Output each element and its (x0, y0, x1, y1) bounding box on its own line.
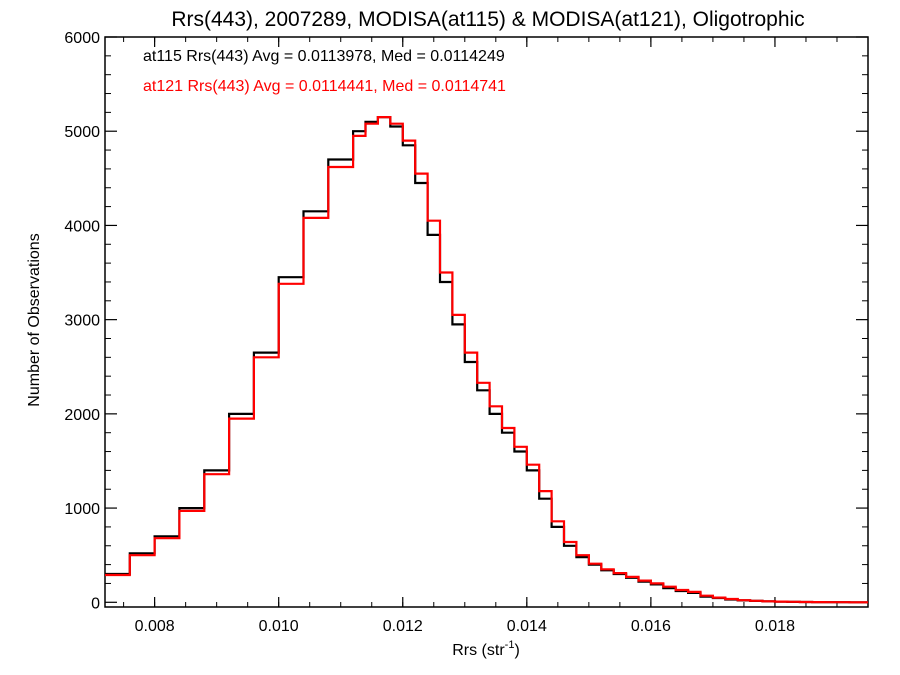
annotation-at115: at115 Rrs(443) Avg = 0.0113978, Med = 0.… (143, 48, 505, 65)
y-tick-label: 0 (91, 595, 100, 612)
x-tick-label: 0.008 (135, 618, 175, 635)
x-tick-label: 0.016 (631, 618, 671, 635)
x-axis-label-sup: -1 (505, 639, 515, 651)
x-axis-label-suffix: ) (514, 642, 519, 659)
x-tick-label: 0.012 (383, 618, 423, 635)
y-tick-label: 2000 (64, 407, 100, 424)
x-tick-label: 0.014 (507, 618, 547, 635)
series-line-0 (105, 116, 868, 604)
y-tick-label: 6000 (64, 30, 100, 47)
annotation-at121: at121 Rrs(443) Avg = 0.0114441, Med = 0.… (143, 78, 506, 95)
series-line-1 (105, 116, 868, 604)
x-axis-ticks: 0.008 0.010 0.012 0.014 0.016 0.018 (123, 37, 869, 635)
series-layer (105, 116, 868, 604)
y-axis-ticks: 0 1000 2000 3000 4000 5000 6000 (64, 30, 868, 612)
x-tick-label: 0.018 (755, 618, 795, 635)
x-tick-label: 0.010 (259, 618, 299, 635)
y-tick-label: 4000 (64, 218, 100, 235)
y-axis-label: Number of Observations (26, 233, 43, 406)
plot-frame (104, 36, 869, 608)
x-axis-label-main: Rrs (str (452, 642, 505, 659)
y-tick-label: 1000 (64, 501, 100, 518)
y-tick-label: 5000 (64, 124, 100, 141)
chart-title: Rrs(443), 2007289, MODISA(at115) & MODIS… (171, 8, 804, 31)
y-tick-label: 3000 (64, 313, 100, 330)
x-axis-label: Rrs (str-1) (452, 639, 520, 659)
